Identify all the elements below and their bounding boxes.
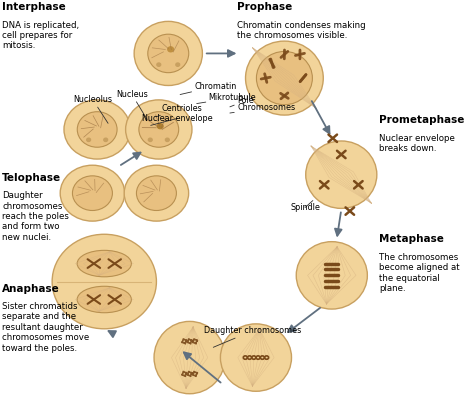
Text: Chromosomes: Chromosomes bbox=[230, 103, 295, 113]
Text: Prometaphase: Prometaphase bbox=[379, 115, 465, 125]
Ellipse shape bbox=[64, 100, 130, 159]
Text: Chromatin condenses making
the chromosomes visible.: Chromatin condenses making the chromosom… bbox=[237, 21, 365, 40]
Ellipse shape bbox=[60, 165, 125, 221]
Circle shape bbox=[104, 138, 108, 141]
Ellipse shape bbox=[77, 250, 131, 277]
Ellipse shape bbox=[137, 176, 176, 210]
Ellipse shape bbox=[220, 324, 292, 391]
Ellipse shape bbox=[306, 141, 377, 208]
Ellipse shape bbox=[256, 51, 312, 105]
Text: Nucleolus: Nucleolus bbox=[73, 95, 112, 123]
Circle shape bbox=[87, 138, 91, 141]
Text: Interphase: Interphase bbox=[2, 2, 66, 12]
Text: Anaphase: Anaphase bbox=[2, 284, 60, 293]
Ellipse shape bbox=[73, 176, 112, 210]
Ellipse shape bbox=[134, 21, 202, 85]
Ellipse shape bbox=[246, 41, 323, 115]
Ellipse shape bbox=[77, 112, 117, 147]
Text: Nuclear envelope: Nuclear envelope bbox=[142, 114, 213, 125]
Circle shape bbox=[148, 138, 152, 141]
Circle shape bbox=[157, 124, 163, 129]
Ellipse shape bbox=[124, 165, 189, 221]
Text: Daughter chromosomes: Daughter chromosomes bbox=[204, 326, 301, 347]
Text: Chromatin: Chromatin bbox=[180, 82, 237, 95]
Text: Metaphase: Metaphase bbox=[379, 234, 444, 244]
Text: Prophase: Prophase bbox=[237, 2, 292, 12]
Text: The chromosomes
become aligned at
the equatorial
plane.: The chromosomes become aligned at the eq… bbox=[379, 253, 460, 293]
Text: Daughter
chromosomes
reach the poles
and form two
new nuclei.: Daughter chromosomes reach the poles and… bbox=[2, 191, 69, 242]
Text: Sister chromatids
separate and the
resultant daughter
chromosomes move
toward th: Sister chromatids separate and the resul… bbox=[2, 302, 90, 353]
Circle shape bbox=[165, 138, 169, 141]
Ellipse shape bbox=[139, 112, 179, 147]
Text: Spindle: Spindle bbox=[290, 201, 320, 212]
Circle shape bbox=[168, 47, 173, 52]
Ellipse shape bbox=[52, 234, 156, 329]
Text: Nucleus: Nucleus bbox=[116, 90, 148, 119]
Ellipse shape bbox=[126, 100, 192, 159]
Text: DNA is replicated,
cell prepares for
mitosis.: DNA is replicated, cell prepares for mit… bbox=[2, 21, 80, 51]
Circle shape bbox=[176, 63, 180, 66]
Ellipse shape bbox=[296, 242, 367, 309]
Circle shape bbox=[157, 63, 161, 66]
Text: Pole: Pole bbox=[230, 96, 254, 107]
Ellipse shape bbox=[154, 321, 225, 394]
Ellipse shape bbox=[148, 34, 189, 73]
Text: Nuclear envelope
breaks down.: Nuclear envelope breaks down. bbox=[379, 134, 455, 153]
Text: Mikrotubule: Mikrotubule bbox=[197, 93, 256, 104]
Text: Telophase: Telophase bbox=[2, 173, 62, 182]
Ellipse shape bbox=[77, 286, 131, 313]
Text: Centrioles: Centrioles bbox=[156, 104, 202, 117]
